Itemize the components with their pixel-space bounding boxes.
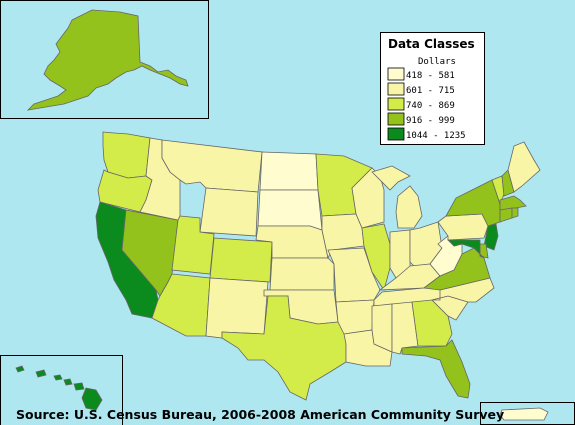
legend-label: 740 - 869 [406, 101, 455, 111]
state-pr[interactable] [499, 407, 549, 421]
legend-class-5: 1044 - 1235 [387, 127, 466, 141]
state-md[interactable] [447, 239, 485, 259]
legend-class-3: 740 - 869 [387, 97, 455, 111]
state-wa[interactable] [102, 131, 151, 179]
state-me[interactable] [507, 141, 541, 193]
state-hi[interactable] [15, 365, 103, 411]
state-sd[interactable] [257, 189, 323, 231]
source-caption: Source: U.S. Census Bureau, 2006-2008 Am… [16, 407, 504, 422]
state-tx[interactable] [221, 295, 347, 401]
hawaii-inset [0, 355, 123, 425]
state-nm[interactable] [205, 277, 269, 339]
state-nj[interactable] [483, 223, 499, 251]
state-wy[interactable] [199, 187, 259, 237]
legend-label: 1044 - 1235 [406, 131, 466, 141]
state-wi[interactable] [351, 167, 385, 229]
state-ak[interactable] [26, 9, 189, 111]
state-mt[interactable] [161, 139, 263, 193]
state-ks[interactable] [269, 257, 335, 291]
legend-label: 601 - 715 [406, 86, 455, 96]
state-ri[interactable] [511, 207, 519, 219]
legend-swatch [387, 67, 405, 81]
state-ar[interactable] [335, 299, 375, 335]
legend-label: 916 - 999 [406, 116, 455, 126]
legend-class-2: 601 - 715 [387, 82, 455, 96]
state-il[interactable] [361, 223, 391, 291]
legend: Data Classes Dollars 418 - 581 601 - 715… [380, 32, 485, 145]
legend-title: Data Classes [388, 37, 475, 51]
state-fl[interactable] [401, 339, 471, 399]
state-mo[interactable] [327, 247, 381, 303]
legend-swatch [387, 82, 405, 96]
alaska-inset [0, 0, 209, 119]
legend-swatch [387, 127, 405, 141]
state-nc[interactable] [431, 277, 495, 303]
hawaii-inset-frame [0, 355, 123, 425]
legend-swatch [387, 112, 405, 126]
legend-class-1: 418 - 581 [387, 67, 455, 81]
alaska-inset-frame [0, 0, 209, 119]
contiguous-states [95, 131, 541, 401]
legend-swatch [387, 97, 405, 111]
legend-label: 418 - 581 [406, 71, 455, 81]
state-mi[interactable] [371, 165, 423, 229]
state-nd[interactable] [259, 151, 319, 191]
state-ms[interactable] [371, 303, 393, 353]
legend-subtitle: Dollars [418, 57, 456, 67]
legend-class-4: 916 - 999 [387, 112, 455, 126]
state-co[interactable] [209, 237, 273, 283]
